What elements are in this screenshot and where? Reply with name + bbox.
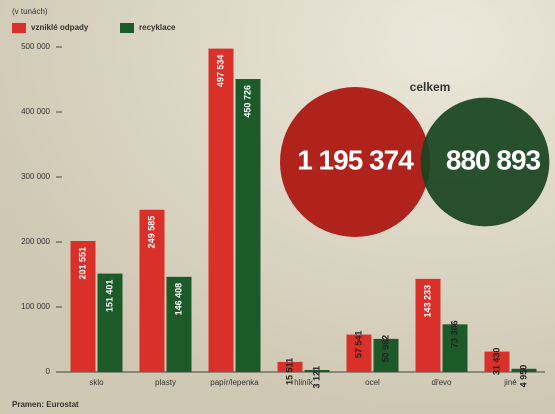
x-tick-label: ocel	[365, 378, 380, 387]
x-tick-label: papír/lepenka	[210, 378, 259, 387]
unit-note: (v tunách)	[12, 7, 48, 16]
y-tick-label: 100 000	[21, 302, 50, 311]
value-label: 15 511	[284, 358, 294, 385]
x-tick-label: jiné	[503, 378, 517, 387]
bar	[70, 240, 96, 372]
value-label: 73 306	[449, 320, 459, 348]
bar	[304, 369, 330, 372]
bar	[415, 278, 441, 372]
value-label: 143 233	[422, 285, 432, 318]
y-tick-label: 400 000	[21, 107, 50, 116]
legend-label: recyklace	[139, 23, 176, 32]
bar	[166, 276, 192, 372]
value-label: 201 551	[77, 247, 87, 280]
value-label: 151 401	[104, 280, 114, 313]
legend-swatch	[120, 23, 134, 33]
y-tick-label: 0	[46, 367, 51, 376]
value-label: 450 726	[242, 85, 252, 118]
total-circle	[420, 97, 550, 227]
value-label: 146 408	[173, 283, 183, 316]
total-circle	[280, 87, 430, 237]
value-label: 50 982	[380, 335, 390, 363]
total-label: 880 893	[446, 144, 541, 175]
value-label: 249 585	[146, 216, 156, 249]
value-label: 57 541	[353, 331, 363, 359]
x-tick-label: dřevo	[431, 378, 452, 387]
totals-title: celkem	[410, 80, 451, 94]
bar	[484, 351, 510, 372]
bar	[346, 334, 372, 372]
bar	[139, 209, 165, 372]
value-label: 4 950	[518, 365, 528, 388]
y-tick-label: 300 000	[21, 172, 50, 181]
legend-label: vzniklé odpady	[31, 23, 89, 32]
value-label: 497 534	[215, 55, 225, 88]
total-label: 1 195 374	[297, 144, 414, 175]
legend-swatch	[12, 23, 26, 33]
bar	[511, 368, 537, 372]
bar	[235, 79, 261, 372]
bar	[373, 338, 399, 372]
bar	[277, 361, 303, 372]
source: Pramen: Eurostat	[12, 400, 79, 409]
x-tick-label: plasty	[155, 378, 176, 387]
bar	[442, 324, 468, 372]
x-tick-label: sklo	[89, 378, 104, 387]
bar	[97, 273, 123, 372]
bar	[208, 48, 234, 372]
y-tick-label: 500 000	[21, 42, 50, 51]
value-label: 31 430	[491, 348, 501, 376]
x-tick-label: hliník	[294, 378, 314, 387]
value-label: 3 121	[311, 366, 321, 389]
y-tick-label: 200 000	[21, 237, 50, 246]
